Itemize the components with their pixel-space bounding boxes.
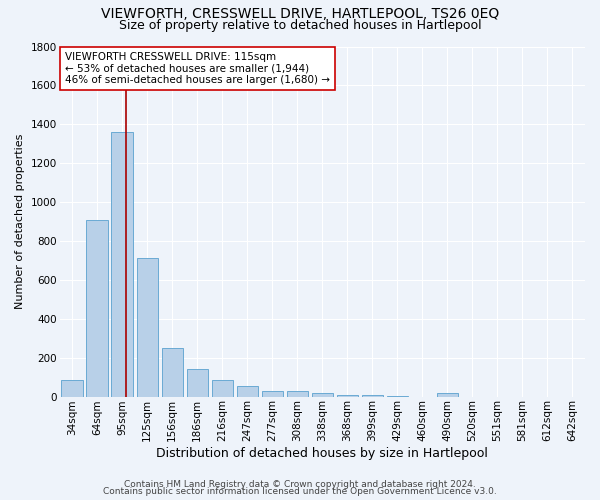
Y-axis label: Number of detached properties: Number of detached properties bbox=[15, 134, 25, 309]
Bar bbox=[437, 392, 458, 396]
Bar bbox=[187, 368, 208, 396]
Text: VIEWFORTH CRESSWELL DRIVE: 115sqm
← 53% of detached houses are smaller (1,944)
4: VIEWFORTH CRESSWELL DRIVE: 115sqm ← 53% … bbox=[65, 52, 330, 85]
Text: Contains HM Land Registry data © Crown copyright and database right 2024.: Contains HM Land Registry data © Crown c… bbox=[124, 480, 476, 489]
Text: VIEWFORTH, CRESSWELL DRIVE, HARTLEPOOL, TS26 0EQ: VIEWFORTH, CRESSWELL DRIVE, HARTLEPOOL, … bbox=[101, 8, 499, 22]
Bar bbox=[362, 395, 383, 396]
X-axis label: Distribution of detached houses by size in Hartlepool: Distribution of detached houses by size … bbox=[157, 447, 488, 460]
Bar bbox=[337, 395, 358, 396]
Bar bbox=[86, 220, 108, 396]
Bar bbox=[236, 386, 258, 396]
Bar bbox=[311, 393, 333, 396]
Text: Size of property relative to detached houses in Hartlepool: Size of property relative to detached ho… bbox=[119, 19, 481, 32]
Bar bbox=[112, 132, 133, 396]
Bar bbox=[212, 380, 233, 396]
Bar bbox=[262, 390, 283, 396]
Bar bbox=[61, 380, 83, 396]
Bar bbox=[287, 390, 308, 396]
Text: Contains public sector information licensed under the Open Government Licence v3: Contains public sector information licen… bbox=[103, 487, 497, 496]
Bar bbox=[137, 258, 158, 396]
Bar bbox=[161, 348, 183, 397]
